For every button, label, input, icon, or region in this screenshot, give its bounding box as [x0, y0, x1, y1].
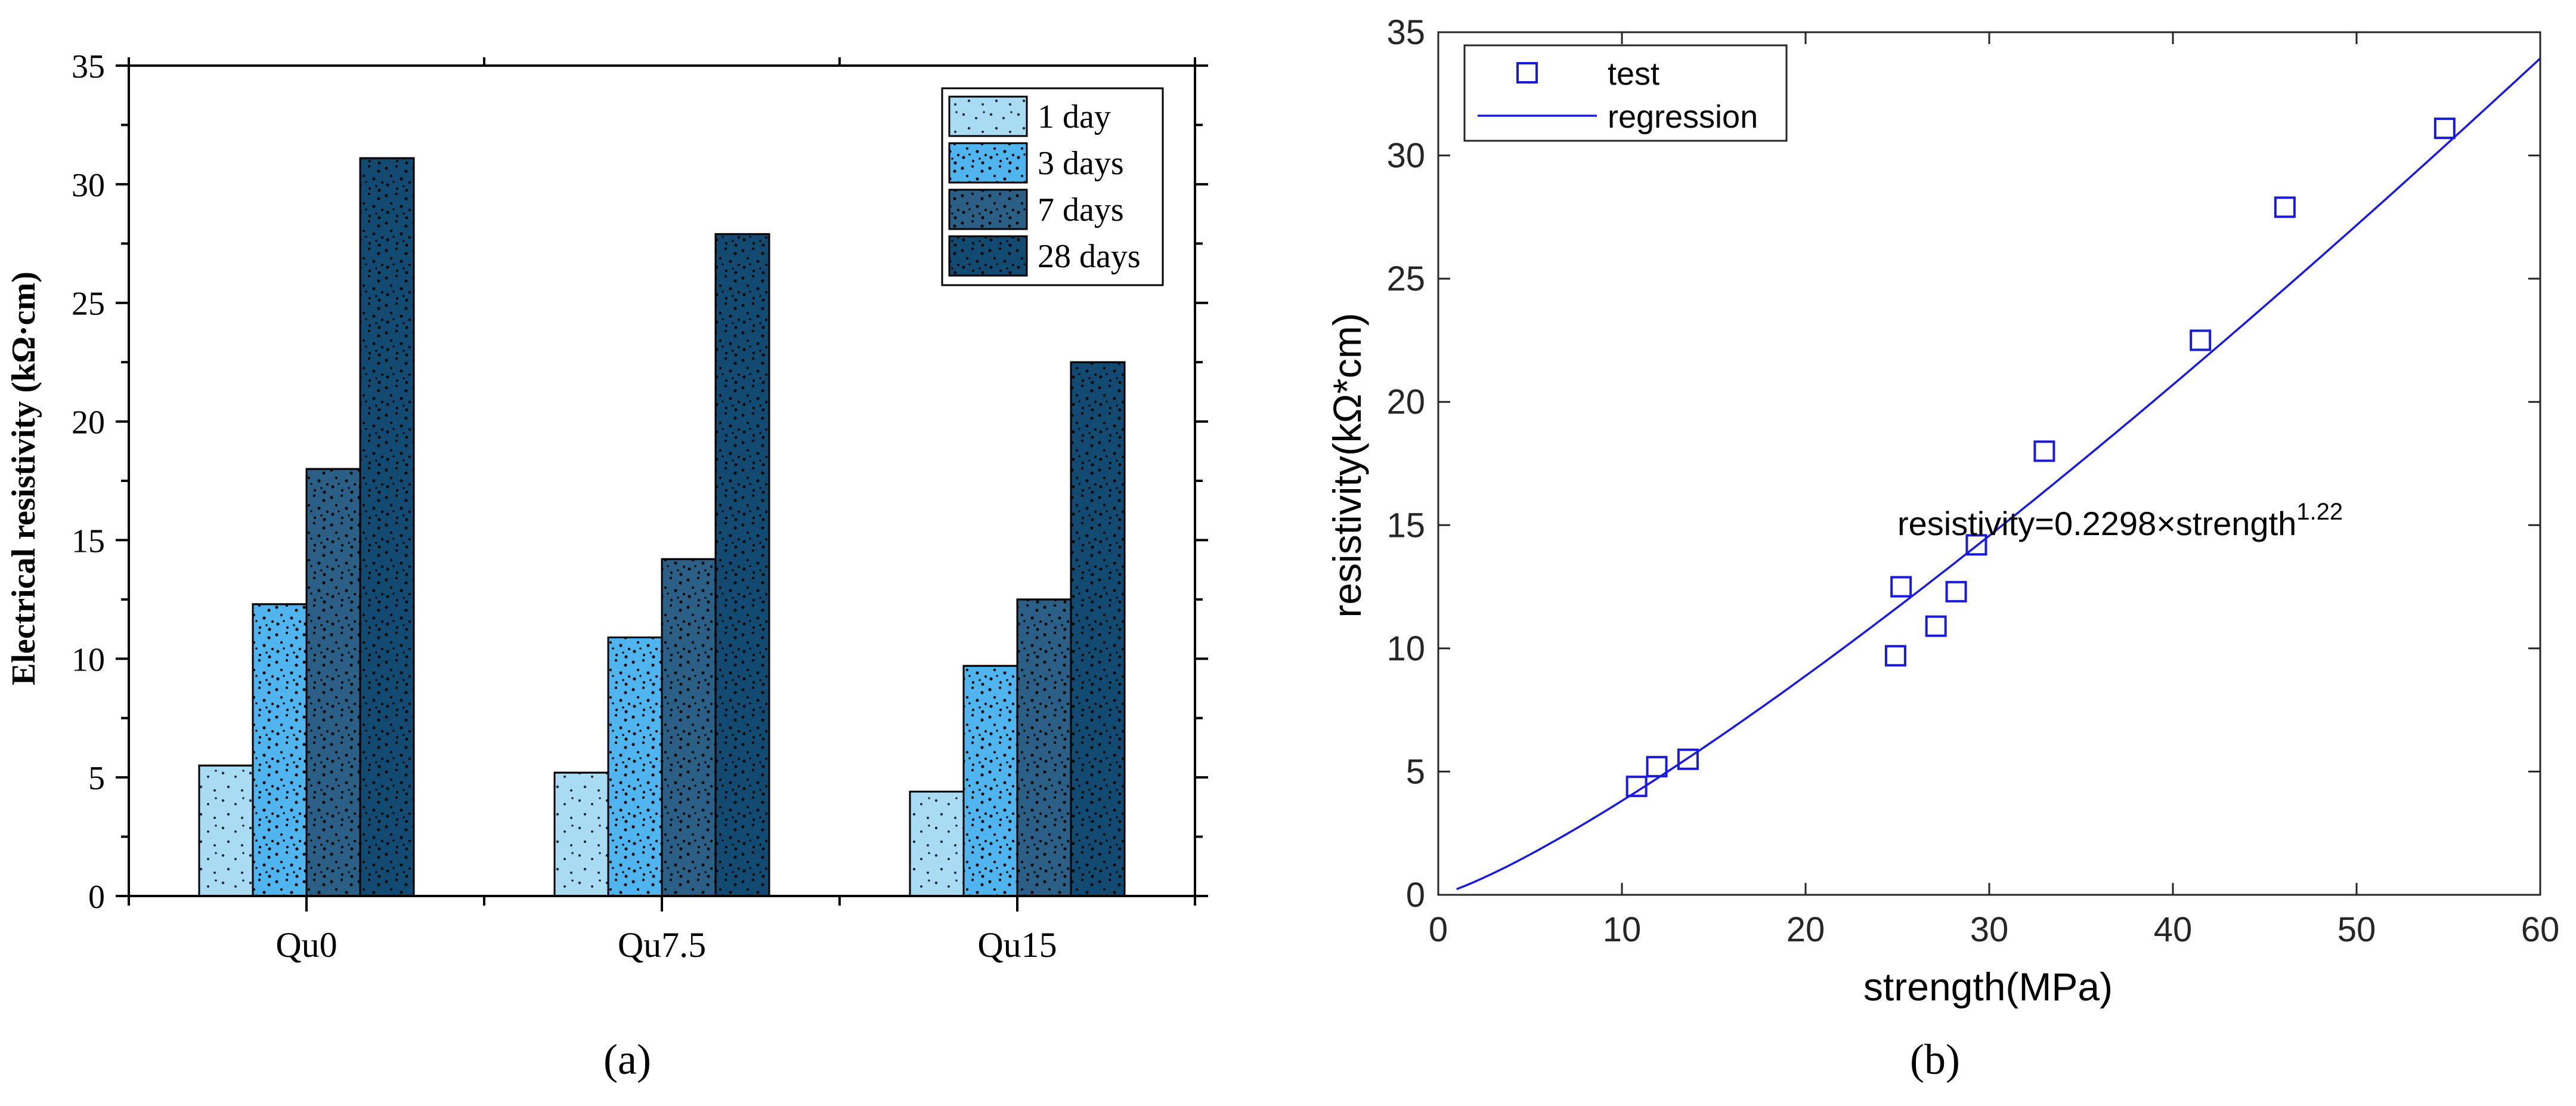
scatter-chart-resistivity-vs-strength: 0 10 20 30 40 50 60 0 5 10 15 20 25 30 35 strength(MPa…	[1325, 13, 2559, 1083]
bar-texture	[1016, 598, 1072, 897]
y-tick-label: 0	[1406, 876, 1425, 915]
x-tick-label: Qu7.5	[618, 925, 706, 965]
legend-label: 1 day	[1038, 98, 1111, 135]
x-tick-label: 50	[2337, 910, 2376, 949]
tick-labels: 0 5 10 15 20 25 30 35 Qu0 Qu7.5 Qu15	[72, 48, 1057, 965]
legend: 1 day 3 days 7 days 28 days	[941, 87, 1164, 286]
bar-texture	[252, 603, 308, 897]
bar-3-days-Qu15	[962, 665, 1018, 897]
bar-texture	[198, 764, 254, 897]
regression-line	[1456, 57, 2541, 891]
y-tick-label: 30	[1386, 137, 1425, 175]
bar-28-days-Qu0	[359, 157, 415, 897]
legend-label: 3 days	[1038, 145, 1124, 182]
test-points	[1626, 118, 2456, 798]
caption-a: (a)	[603, 1036, 651, 1083]
bar-group	[198, 157, 1126, 897]
test-point-marker	[2190, 329, 2212, 351]
equation-exponent: 1.22	[2296, 499, 2343, 525]
bar-texture	[1070, 361, 1126, 897]
x-tick-label: 60	[2521, 910, 2560, 949]
bar-3-days-Qu0	[252, 603, 308, 897]
test-point-marker	[2433, 118, 2456, 140]
y-tick-label: 0	[88, 879, 105, 916]
bar-texture	[359, 157, 415, 897]
test-point-marker	[1646, 756, 1668, 778]
x-tick-label: 30	[1970, 910, 2009, 949]
test-point-marker	[1965, 534, 1987, 556]
y-tick-label: 15	[72, 523, 105, 560]
test-point-marker	[1677, 748, 1699, 770]
test-point-marker	[2033, 440, 2055, 462]
legend-label: 28 days	[1038, 238, 1141, 275]
legend-swatch-texture	[948, 95, 1028, 137]
y-tick-label: 35	[1386, 13, 1425, 52]
bar-texture	[553, 771, 609, 897]
x-axis-label: strength(MPa)	[1863, 965, 2113, 1009]
y-tick-label: 20	[1386, 383, 1425, 422]
legend-label: regression	[1608, 99, 1758, 135]
bar-1-day-Qu15	[909, 790, 965, 897]
y-tick-label: 10	[1386, 629, 1425, 668]
y-tick-label: 15	[1386, 506, 1425, 545]
equation-text: resistivity=0.2298×strength	[1897, 505, 2296, 542]
tick-labels: 0 10 20 30 40 50 60 0 5 10 15 20 25 30 35	[1386, 13, 2559, 949]
tick-marks	[1437, 31, 2541, 896]
y-tick-label: 25	[72, 286, 105, 323]
bar-texture	[305, 468, 361, 897]
caption-b: (b)	[1910, 1036, 1960, 1083]
test-point-marker	[1626, 776, 1648, 798]
y-tick-label: 25	[1386, 259, 1425, 298]
tick-marks	[116, 57, 1208, 912]
bar-1-day-Qu0	[198, 764, 254, 897]
regression-equation: resistivity=0.2298×strength1.22	[1897, 499, 2343, 542]
test-point-marker	[1884, 645, 1906, 667]
test-point-marker	[1890, 576, 1912, 598]
x-tick-label: 0	[1429, 910, 1448, 949]
bar-1-day-Qu7.5	[553, 771, 609, 897]
x-tick-label: 40	[2154, 910, 2193, 949]
y-axis-label: Electrical resistivity (kΩ·cm)	[5, 271, 42, 685]
y-axis-label: resistivity(kΩ*cm)	[1325, 313, 1369, 617]
y-tick-label: 20	[72, 404, 105, 441]
y-tick-label: 5	[1406, 752, 1425, 791]
bar-3-days-Qu7.5	[607, 636, 663, 897]
legend-swatch-texture	[948, 142, 1028, 184]
y-tick-label: 10	[72, 641, 105, 678]
bar-texture	[909, 790, 965, 897]
bar-texture	[714, 233, 770, 897]
test-point-marker	[1945, 580, 1967, 603]
bar-texture	[661, 558, 717, 897]
bar-7-days-Qu15	[1016, 598, 1072, 897]
plot-frame	[1437, 31, 2541, 896]
y-tick-label: 30	[72, 167, 105, 204]
bar-28-days-Qu7.5	[714, 233, 770, 897]
bar-7-days-Qu7.5	[661, 558, 717, 897]
bar-texture	[962, 665, 1018, 897]
legend-swatch-texture	[948, 235, 1028, 277]
bar-7-days-Qu0	[305, 468, 361, 897]
legend-marker-square	[1516, 62, 1538, 84]
y-tick-label: 35	[72, 48, 105, 85]
legend-label: test	[1608, 56, 1659, 92]
bar-chart-resistivity-by-mix: 0 5 10 15 20 25 30 35 Qu0 Qu7.5 Qu15 Electrical re…	[5, 48, 1208, 1083]
test-point-marker	[2274, 196, 2296, 218]
x-tick-label: Qu0	[275, 925, 337, 965]
bar-texture	[607, 636, 663, 897]
x-tick-label: Qu15	[977, 925, 1057, 965]
axes	[1437, 31, 2541, 896]
legend: test regression	[1463, 44, 1788, 142]
legend-swatch-texture	[948, 189, 1028, 230]
test-point-marker	[1925, 615, 1947, 637]
y-tick-label: 5	[88, 760, 105, 797]
x-tick-label: 20	[1787, 910, 1825, 949]
legend-label: 7 days	[1038, 191, 1124, 228]
bar-28-days-Qu15	[1070, 361, 1126, 897]
x-tick-label: 10	[1603, 910, 1642, 949]
legend-box	[1463, 44, 1788, 142]
